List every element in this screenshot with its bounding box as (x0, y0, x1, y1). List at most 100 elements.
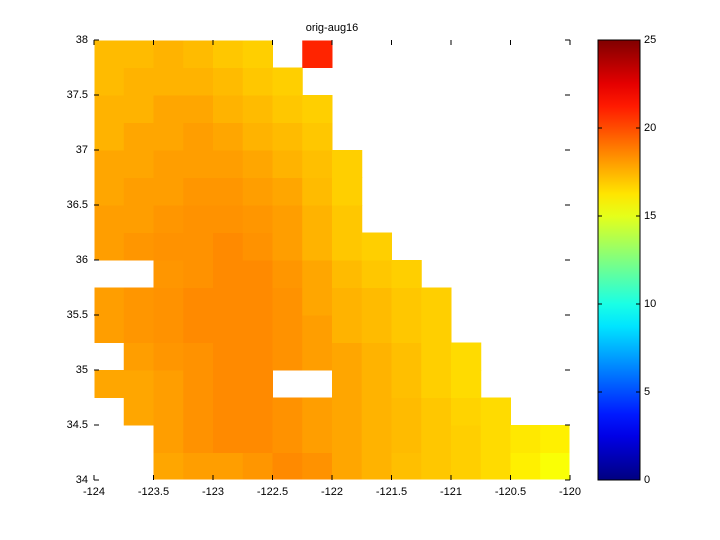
heat-cell (361, 260, 392, 288)
heat-cell (183, 287, 214, 316)
heat-cell (510, 452, 541, 481)
heat-cell (183, 205, 214, 233)
heat-cell (153, 452, 184, 481)
heat-cell (361, 232, 392, 261)
heat-cell (421, 397, 452, 426)
heat-cell (332, 287, 363, 316)
heat-cell (272, 150, 303, 178)
heat-cell (123, 287, 154, 316)
heat-cell (153, 150, 184, 178)
heat-cell (213, 425, 244, 453)
heat-cell (332, 370, 363, 398)
heat-cell (361, 452, 392, 481)
colorbar-tick-label: 0 (644, 474, 650, 486)
heat-cell (361, 425, 392, 453)
heat-cell (94, 287, 125, 316)
heat-cell (123, 40, 154, 68)
heat-cell (302, 40, 333, 68)
heat-cell (391, 370, 422, 398)
heat-cell (302, 397, 333, 426)
heat-cell (302, 95, 333, 123)
heat-cell (183, 122, 214, 151)
heat-cell (272, 232, 303, 261)
y-tick-label: 37 (76, 144, 88, 156)
heat-cell (242, 177, 273, 206)
heat-cell (510, 425, 541, 453)
heat-cell (213, 122, 244, 151)
heat-cell (213, 177, 244, 206)
heat-cell (183, 260, 214, 288)
x-tick-label: -123 (202, 486, 224, 498)
heat-cell (242, 315, 273, 343)
heat-cell (272, 452, 303, 481)
heat-cell (94, 177, 125, 206)
heat-cell (123, 177, 154, 206)
colorbar (597, 39, 641, 481)
heat-cell (421, 315, 452, 343)
colorbar-tick-label: 5 (644, 386, 650, 398)
heat-cell (213, 67, 244, 96)
heat-cell (272, 205, 303, 233)
heat-cell (391, 425, 422, 453)
heat-cell (153, 287, 184, 316)
heat-cell (183, 232, 214, 261)
heat-cell (421, 452, 452, 481)
y-tick-label: 38 (76, 34, 88, 46)
heat-cell (153, 122, 184, 151)
heat-cell (183, 95, 214, 123)
heat-cell (302, 150, 333, 178)
heat-cell (213, 315, 244, 343)
heat-cell (332, 232, 363, 261)
heat-cell (123, 232, 154, 261)
chart-title: orig-aug16 (306, 22, 359, 34)
heat-cell (183, 150, 214, 178)
heat-cell (272, 177, 303, 206)
heat-cell (213, 452, 244, 481)
heat-cell (94, 122, 125, 151)
heat-cell (302, 425, 333, 453)
heat-cell (480, 452, 511, 481)
heat-cell (123, 122, 154, 151)
heat-cell (302, 177, 333, 206)
heat-cell (94, 40, 125, 68)
heat-cell (123, 67, 154, 96)
heat-cell (213, 95, 244, 123)
y-tick-label: 37.5 (67, 89, 88, 101)
heat-cell (451, 397, 482, 426)
heat-cell (123, 342, 154, 371)
heat-cell (421, 425, 452, 453)
heat-cell (302, 287, 333, 316)
x-tick-label: -122.5 (257, 486, 288, 498)
heat-cell (332, 315, 363, 343)
heat-cell (242, 232, 273, 261)
heat-cell (272, 67, 303, 96)
heat-cell (153, 95, 184, 123)
y-tick-label: 34.5 (67, 419, 88, 431)
heat-cell (94, 95, 125, 123)
heat-cell (213, 40, 244, 68)
heat-cell (242, 287, 273, 316)
heat-cell (123, 150, 154, 178)
heat-cell (153, 232, 184, 261)
heat-cell (153, 205, 184, 233)
heat-cell (391, 452, 422, 481)
heat-cell (272, 397, 303, 426)
y-tick-label: 35 (76, 364, 88, 376)
heat-cell (183, 67, 214, 96)
heat-cell (213, 260, 244, 288)
heat-cell (242, 452, 273, 481)
heat-cell (242, 67, 273, 96)
heat-cell (361, 397, 392, 426)
x-tick-label: -120.5 (495, 486, 526, 498)
heat-cell (242, 95, 273, 123)
heat-cell (391, 315, 422, 343)
x-tick-label: -121 (440, 486, 462, 498)
heat-cell (242, 342, 273, 371)
heat-cell (242, 150, 273, 178)
heat-cell (391, 287, 422, 316)
heat-cell (213, 287, 244, 316)
heat-cell (540, 425, 571, 453)
heat-cell (242, 425, 273, 453)
colorbar-tick-label: 25 (644, 34, 656, 46)
